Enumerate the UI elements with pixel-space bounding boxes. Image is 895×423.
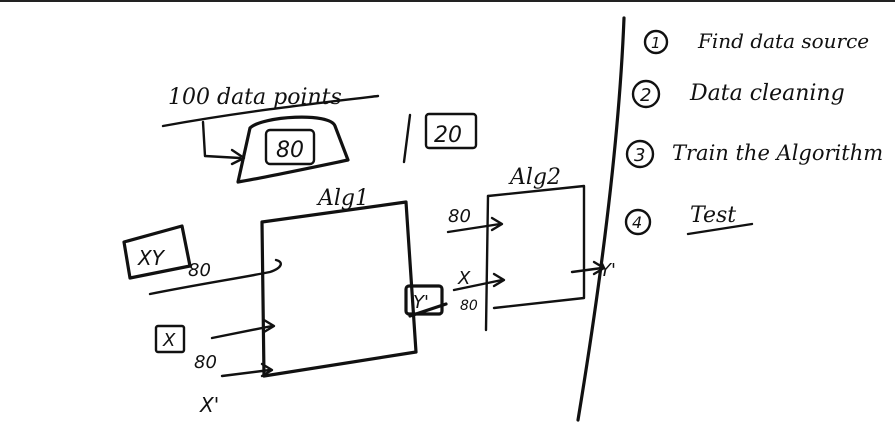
train-split-value: 80 (276, 138, 304, 163)
xy-input-box (122, 224, 192, 280)
y-prime-arrow (408, 302, 448, 318)
y-prime-output-label: Y' (413, 292, 429, 313)
x-count: 80 (194, 352, 217, 373)
y-prime-output-box (404, 284, 444, 316)
step-3: 3 Train the Algorithm (625, 139, 883, 169)
step-2-text: Data cleaning (689, 81, 845, 106)
divider-line (576, 16, 626, 422)
step-2-circle (631, 79, 661, 109)
x-input-label: X (162, 330, 176, 351)
x-arrow-head (262, 318, 276, 334)
step-1-circle (643, 29, 669, 55)
step-2-number: 2 (640, 85, 651, 106)
step-3-circle (625, 139, 655, 169)
step-1-text: Find data source (697, 29, 869, 53)
alg2-output-arrow (570, 266, 604, 274)
step-3-text: Train the Algorithm (672, 141, 883, 165)
x-input-box (154, 324, 186, 354)
alg2-x-label: X (457, 268, 471, 289)
alg2-output-label: Y' (600, 260, 616, 281)
data-points-underline (161, 94, 380, 128)
step-4-text: Test (690, 203, 736, 228)
step-3-number: 3 (634, 145, 645, 166)
alg2-left-edge (484, 194, 490, 332)
step-1-number: 1 (651, 34, 661, 52)
x-arrow (210, 324, 274, 340)
xy-arrow (148, 258, 282, 296)
alg2-x-arrow-head (492, 272, 506, 288)
alg2-output-arrow-head (592, 260, 606, 276)
alg2-x-arrow (452, 278, 504, 292)
x-prime-label: X' (199, 393, 219, 417)
x-prime-arrow-head (260, 362, 274, 378)
step-4: 4 Test (624, 203, 754, 236)
step-1: 1 Find data source (643, 29, 869, 55)
alg2-box (486, 184, 586, 310)
train-box-outline (236, 115, 350, 184)
xy-input-label: XY (137, 246, 166, 270)
split-bracket (201, 120, 242, 160)
alg2-top-arrow (446, 222, 502, 234)
alg2-x-count: 80 (460, 298, 478, 314)
alg2-top-count: 80 (448, 206, 471, 227)
steps-list: 1 Find data source 2 Data cleaning 3 Tra… (624, 29, 883, 236)
alg2-top-arrow-head (490, 216, 504, 232)
xy-count: 80 (188, 260, 211, 281)
x-prime-arrow (220, 368, 272, 378)
step-4-number: 4 (632, 213, 642, 232)
train-box-inner (264, 128, 316, 166)
data-points-label: 100 data points (168, 85, 342, 110)
step-4-circle (624, 208, 652, 236)
alg2-label: Alg2 (508, 165, 561, 190)
split-separator (402, 113, 412, 164)
alg1-box (260, 200, 418, 378)
test-split-value: 20 (434, 123, 462, 148)
test-box (424, 112, 478, 150)
step-4-underline (686, 222, 754, 236)
step-2: 2 Data cleaning (631, 79, 845, 109)
